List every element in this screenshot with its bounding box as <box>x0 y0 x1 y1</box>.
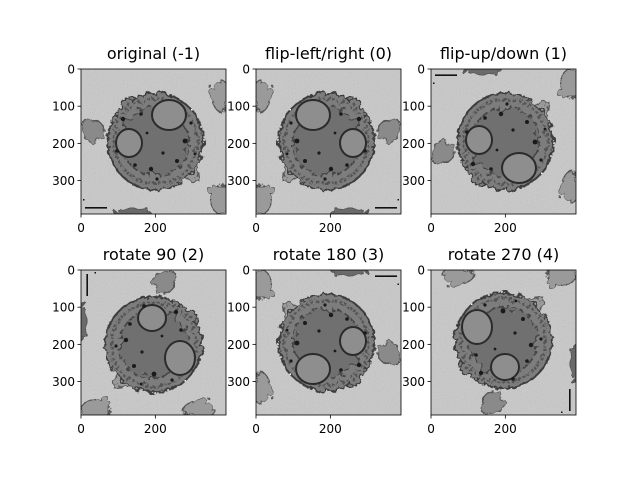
y-tick-label: 100 <box>227 100 250 114</box>
axes-frame <box>255 68 402 215</box>
panel-title: original (-1) <box>107 44 200 63</box>
y-tick-label: 0 <box>417 63 425 77</box>
micrograph-image <box>78 270 226 420</box>
micrograph-image <box>251 69 401 217</box>
y-tick-label: 200 <box>402 338 425 352</box>
y-tick-label: 200 <box>52 137 75 151</box>
x-tick-label: 0 <box>427 422 435 436</box>
y-tick-label: 300 <box>52 174 75 188</box>
micrograph-image <box>81 69 231 217</box>
y-tick-label: 300 <box>227 375 250 389</box>
y-tick-label: 0 <box>242 63 250 77</box>
x-tick-label: 200 <box>494 422 517 436</box>
image-panel: flip-up/down (1) 0 100 200 300 0 200 <box>402 44 581 235</box>
x-tick-label: 0 <box>77 422 85 436</box>
x-tick-label: 200 <box>319 221 342 235</box>
y-tick-label: 100 <box>52 100 75 114</box>
x-tick-label: 200 <box>494 221 517 235</box>
axes-frame <box>430 269 577 416</box>
y-tick-label: 0 <box>417 264 425 278</box>
panel-title: rotate 270 (4) <box>448 245 560 264</box>
y-tick-label: 0 <box>242 264 250 278</box>
x-tick-label: 200 <box>319 422 342 436</box>
x-tick-label: 0 <box>427 221 435 235</box>
x-tick-label: 200 <box>144 422 167 436</box>
panel-title: flip-left/right (0) <box>265 44 392 63</box>
axes-frame <box>80 269 227 416</box>
x-tick-label: 0 <box>252 422 260 436</box>
y-tick-label: 300 <box>402 375 425 389</box>
image-panel: rotate 180 (3) 0 100 200 300 0 200 <box>227 245 402 436</box>
y-tick-label: 300 <box>227 174 250 188</box>
y-tick-label: 100 <box>402 301 425 315</box>
y-tick-label: 200 <box>52 338 75 352</box>
axes-frame <box>80 68 227 215</box>
y-tick-label: 100 <box>52 301 75 315</box>
image-panel: flip-left/right (0) 0 100 200 300 0 200 <box>227 44 402 235</box>
x-tick-label: 200 <box>144 221 167 235</box>
y-tick-label: 200 <box>227 338 250 352</box>
y-tick-label: 100 <box>227 301 250 315</box>
y-tick-label: 0 <box>67 63 75 77</box>
micrograph-image <box>251 267 401 415</box>
y-tick-label: 200 <box>227 137 250 151</box>
panel-title: rotate 90 (2) <box>103 245 204 264</box>
micrograph-image <box>431 66 581 214</box>
y-tick-label: 300 <box>52 375 75 389</box>
axes-frame <box>430 68 577 215</box>
panel-title: flip-up/down (1) <box>440 44 567 63</box>
y-tick-label: 300 <box>402 174 425 188</box>
y-tick-label: 0 <box>67 264 75 278</box>
y-tick-label: 100 <box>402 100 425 114</box>
micrograph-image <box>431 265 579 415</box>
image-panel: original (-1) 0 100 200 300 0 200 <box>52 44 231 235</box>
image-panel: rotate 270 (4) 0 100 200 300 0 200 <box>402 245 579 436</box>
y-tick-label: 200 <box>402 137 425 151</box>
axes-frame <box>255 269 402 416</box>
image-panel: rotate 90 (2) 0 100 200 300 0 200 <box>52 245 227 436</box>
panel-title: rotate 180 (3) <box>273 245 385 264</box>
x-tick-label: 0 <box>252 221 260 235</box>
x-tick-label: 0 <box>77 221 85 235</box>
